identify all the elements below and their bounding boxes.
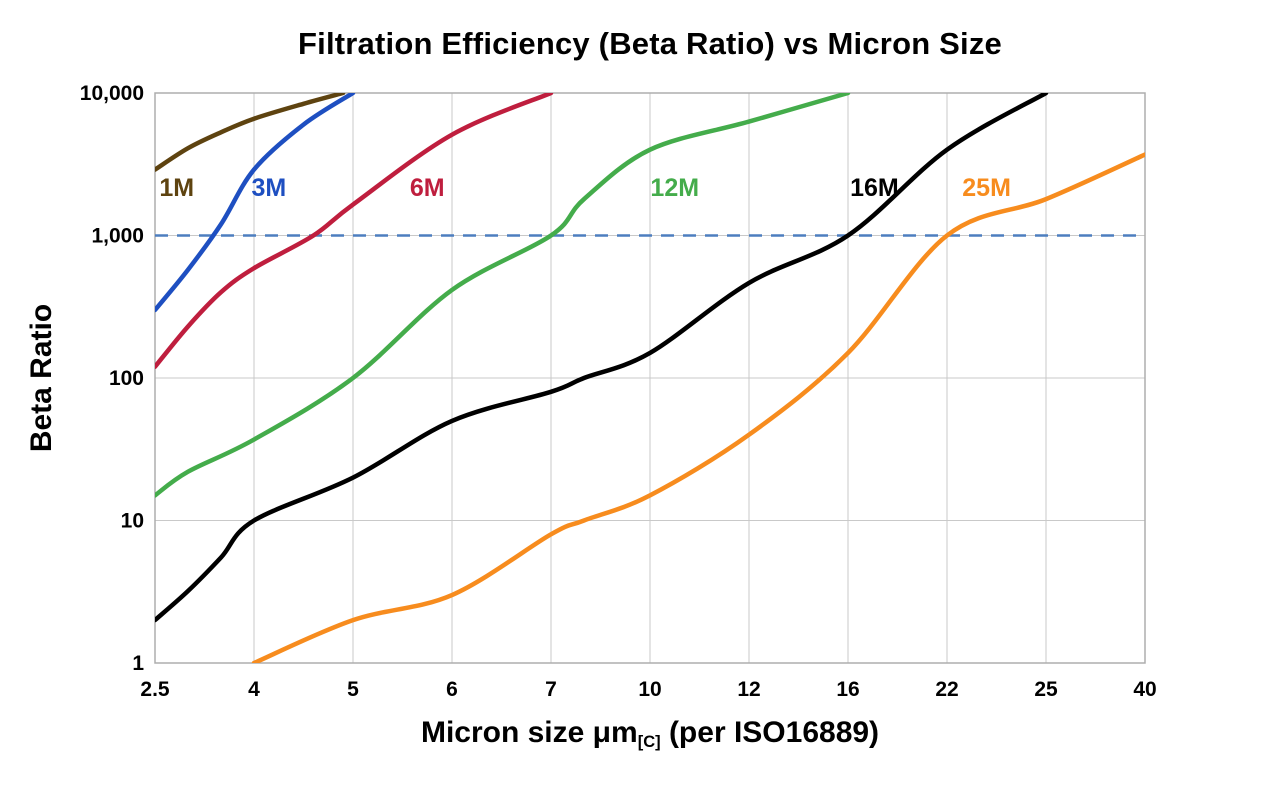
series-curve-16M — [155, 93, 1049, 623]
chart-title: Filtration Efficiency (Beta Ratio) vs Mi… — [298, 26, 1002, 61]
series-label-25M: 25M — [962, 174, 1011, 202]
series-curve-12M — [155, 93, 851, 498]
x-axis-label-main: Micron size μm — [420, 716, 638, 749]
y-tick-label: 1,000 — [91, 225, 144, 248]
x-tick-label: 16 — [836, 678, 859, 701]
series-label-12M: 12M — [650, 174, 699, 202]
y-tick-label: 1 — [132, 652, 144, 675]
y-tick-label: 10 — [121, 510, 144, 533]
x-axis-label-subscript: [C] — [637, 733, 661, 752]
x-tick-label: 22 — [935, 678, 958, 701]
series-label-6M: 6M — [410, 174, 445, 202]
plot-border — [154, 92, 1146, 664]
x-tick-label: 12 — [737, 678, 760, 701]
series-label-16M: 16M — [850, 174, 899, 202]
x-tick-label: 5 — [347, 678, 359, 701]
x-tick-label: 2.5 — [140, 678, 170, 701]
series-label-3M: 3M — [251, 174, 286, 202]
series-curve-25M — [251, 152, 1145, 663]
x-tick-label: 25 — [1034, 678, 1058, 701]
y-tick-label: 100 — [109, 367, 144, 390]
x-axis-label: Micron size μm[C] (per ISO16889) — [155, 716, 1145, 752]
series-curve-1M — [155, 93, 346, 172]
series-curve-3M — [155, 93, 356, 313]
x-tick-label: 10 — [638, 678, 661, 701]
y-tick-label: 10,000 — [80, 82, 144, 105]
x-tick-label: 40 — [1133, 678, 1156, 701]
x-axis-label-suffix: (per ISO16889) — [660, 716, 880, 749]
x-tick-label: 6 — [446, 678, 458, 701]
series-curve-6M — [155, 93, 554, 369]
series-label-1M: 1M — [159, 174, 194, 202]
x-tick-label: 7 — [545, 678, 557, 701]
x-tick-label: 4 — [248, 678, 260, 701]
